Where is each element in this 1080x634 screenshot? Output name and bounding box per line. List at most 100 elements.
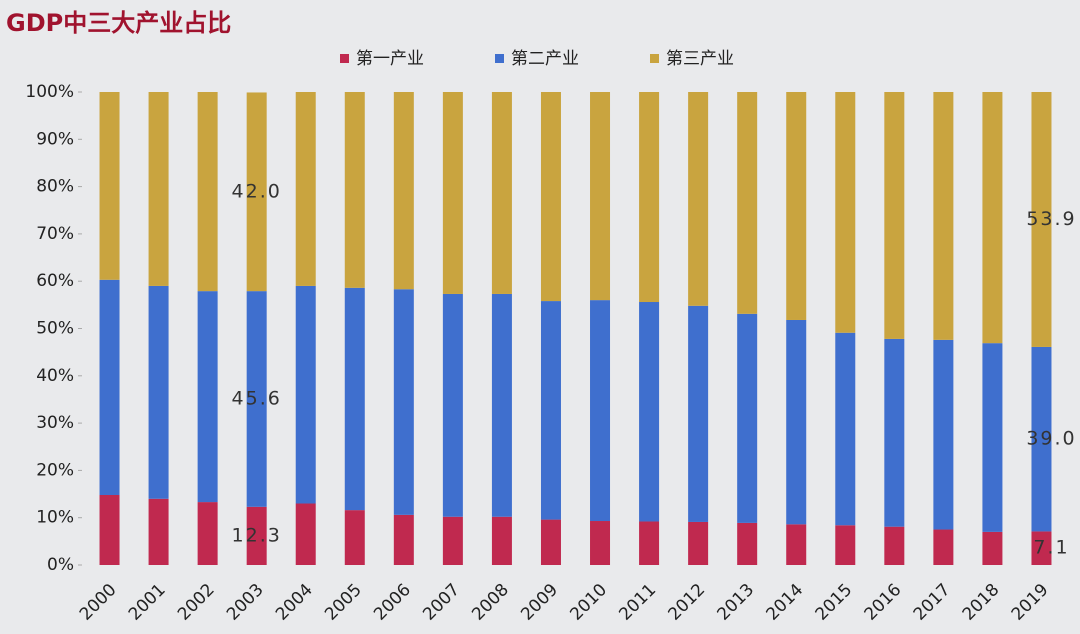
bar-segment [688,305,709,522]
bar-segment [835,525,856,565]
data-label: 42.0 [232,180,282,202]
bar-segment [295,503,316,565]
x-tick-label: 2008 [468,580,513,625]
bar-segment [246,506,267,565]
bar-segment [737,313,758,523]
bar-segment [786,92,807,320]
legend-swatch [495,54,504,63]
bar-segment [540,92,561,302]
bar-segment [884,92,905,339]
bar-segment [884,338,905,527]
bar-segment [786,524,807,565]
y-tick-label: 80% [36,177,74,197]
bar-segment [99,92,120,280]
bar-segment [197,502,218,565]
x-tick-label: 2016 [861,580,906,625]
bar-segment [540,519,561,565]
bar-segment [393,514,414,565]
data-label: 39.0 [1026,428,1076,450]
x-tick-label: 2010 [566,580,611,625]
data-label: 7.1 [1033,537,1069,559]
x-tick-label: 2007 [419,580,464,625]
bar-segment [1031,531,1052,565]
legend-swatch [340,54,349,63]
bar-segment [639,92,660,303]
bar-segment [540,301,561,520]
x-tick-label: 2014 [763,580,808,625]
x-tick-label: 2006 [370,580,415,625]
bar-segment [344,92,365,288]
bar-segment [835,332,856,526]
bar-segment [737,92,758,314]
bar-segment [295,285,316,504]
bar-segment [737,522,758,565]
y-tick-label: 100% [25,82,74,102]
bar-segment [933,92,954,340]
bar-segment [982,343,1003,532]
y-tick-label: 70% [36,224,74,244]
bar-segment [884,526,905,565]
bar-segment [688,92,709,306]
x-tick-label: 2001 [125,580,170,625]
bar-segment [1031,92,1052,347]
legend-label: 第二产业 [511,49,579,69]
bar-segment [99,279,120,495]
y-tick-label: 50% [36,319,74,339]
chart-title: GDP中三大产业占比 [6,9,231,37]
data-label: 45.6 [232,387,282,409]
x-tick-label: 2015 [812,580,857,625]
x-tick-label: 2005 [321,580,366,625]
bar-segment [148,92,169,286]
bar-segment [639,302,660,522]
x-tick-label: 2012 [664,580,709,625]
y-tick-label: 60% [36,271,74,291]
bar-segment [295,92,316,286]
x-tick-label: 2017 [910,580,955,625]
x-tick-label: 2019 [1008,580,1053,625]
y-tick-label: 10% [36,508,74,528]
bar-segment [933,339,954,530]
bar-segment [442,92,463,294]
bar-segment [982,531,1003,565]
bar-segment [442,293,463,517]
bar-segment [344,287,365,511]
y-tick-label: 0% [47,555,74,575]
bar-segment [639,521,660,565]
bar-segment [688,521,709,565]
x-tick-label: 2018 [959,580,1004,625]
x-tick-label: 2009 [517,580,562,625]
bar-segment [590,521,611,565]
x-tick-label: 2004 [272,580,317,625]
y-tick-label: 20% [36,460,74,480]
data-label: 53.9 [1026,208,1076,230]
bar-segment [148,498,169,565]
y-tick-label: 40% [36,366,74,386]
y-tick-label: 30% [36,413,74,433]
x-tick-label: 2002 [174,580,219,625]
bar-segment [982,92,1003,344]
legend-swatch [650,54,659,63]
y-tick-label: 90% [36,129,74,149]
bar-segment [1031,346,1052,532]
bar-segment [491,92,512,294]
bar-segment [197,92,218,292]
bar-segment [933,529,954,565]
bar-segment [344,510,365,565]
bar-segment [393,289,414,515]
legend-label: 第一产业 [356,49,424,69]
bar-segment [491,293,512,517]
bar-segment [590,300,611,522]
data-label: 12.3 [232,524,282,546]
bar-segment [197,291,218,503]
x-tick-label: 2003 [223,580,268,625]
bar-segment [491,516,512,565]
bar-segment [393,92,414,290]
bar-segment [148,285,169,499]
x-tick-label: 2011 [615,580,660,625]
bar-segment [786,319,807,525]
bar-segment [590,92,611,301]
bar-segment [442,516,463,565]
x-tick-label: 2013 [714,580,759,625]
x-tick-label: 2000 [76,580,121,625]
